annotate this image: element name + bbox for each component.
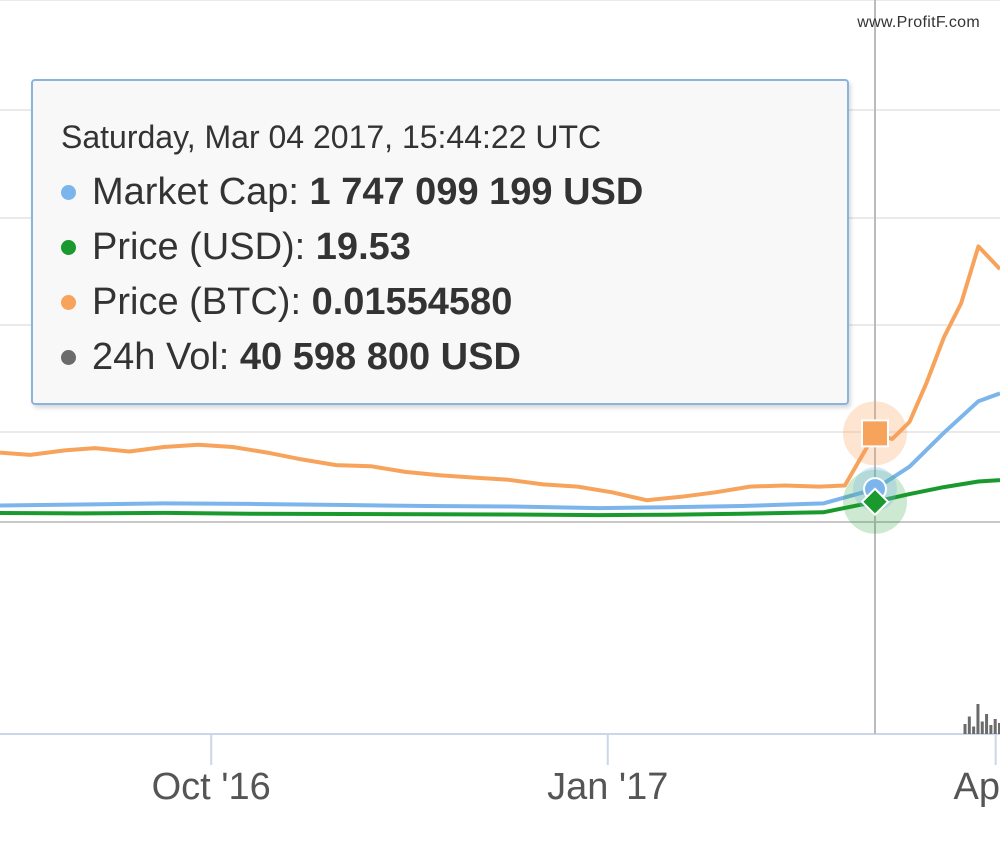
volume-bar <box>993 719 997 734</box>
tooltip-label: Market Cap: <box>92 171 299 213</box>
tooltip-row-24h-vol: 24h Vol: 40 598 800 USD <box>61 330 847 385</box>
tooltip-label: 24h Vol: <box>92 336 230 378</box>
x-tick-label: Jan '17 <box>547 766 669 808</box>
tooltip-value: 40 598 800 USD <box>239 336 521 378</box>
tooltip-date: Saturday, Mar 04 2017, 15:44:22 UTC <box>61 119 602 155</box>
series-line-price-usd <box>0 478 1000 518</box>
volume-bar <box>963 724 967 734</box>
watermark: www.ProfitF.com <box>857 14 980 31</box>
price-usd-marker <box>860 487 890 517</box>
volume-dot-icon <box>61 350 76 365</box>
price-btc-dot-icon <box>61 295 76 310</box>
volume-bar <box>985 714 989 734</box>
tooltip-label: Price (USD): <box>92 226 306 268</box>
price-btc-marker <box>861 419 889 448</box>
price-usd-dot-icon <box>61 240 76 255</box>
series-line-market-cap <box>0 391 1000 511</box>
tooltip-row-price-usd: Price (USD): 19.53 <box>61 220 847 275</box>
tooltip-label: Price (BTC): <box>92 281 301 323</box>
x-tick-label: Oct '16 <box>151 766 271 808</box>
tooltip-row-price-btc: Price (BTC): 0.01554580 <box>61 275 847 330</box>
chart-tooltip: Saturday, Mar 04 2017, 15:44:22 UTC Mark… <box>31 79 849 405</box>
volume-bar <box>972 726 976 734</box>
tooltip-row-market-cap: Market Cap: 1 747 099 199 USD <box>61 165 847 220</box>
volume-bar <box>976 704 980 734</box>
tooltip-value: 19.53 <box>315 226 411 268</box>
volume-bar <box>967 716 971 734</box>
market-cap-dot-icon <box>61 185 76 200</box>
tooltip-value: 1 747 099 199 USD <box>309 171 644 213</box>
series-line-price-btc <box>0 244 1000 503</box>
volume-bar <box>989 725 993 734</box>
tooltip-value: 0.01554580 <box>311 281 513 323</box>
volume-bar <box>980 721 984 734</box>
volume-bar <box>998 723 1000 734</box>
x-tick-label: Ap <box>953 766 1000 808</box>
